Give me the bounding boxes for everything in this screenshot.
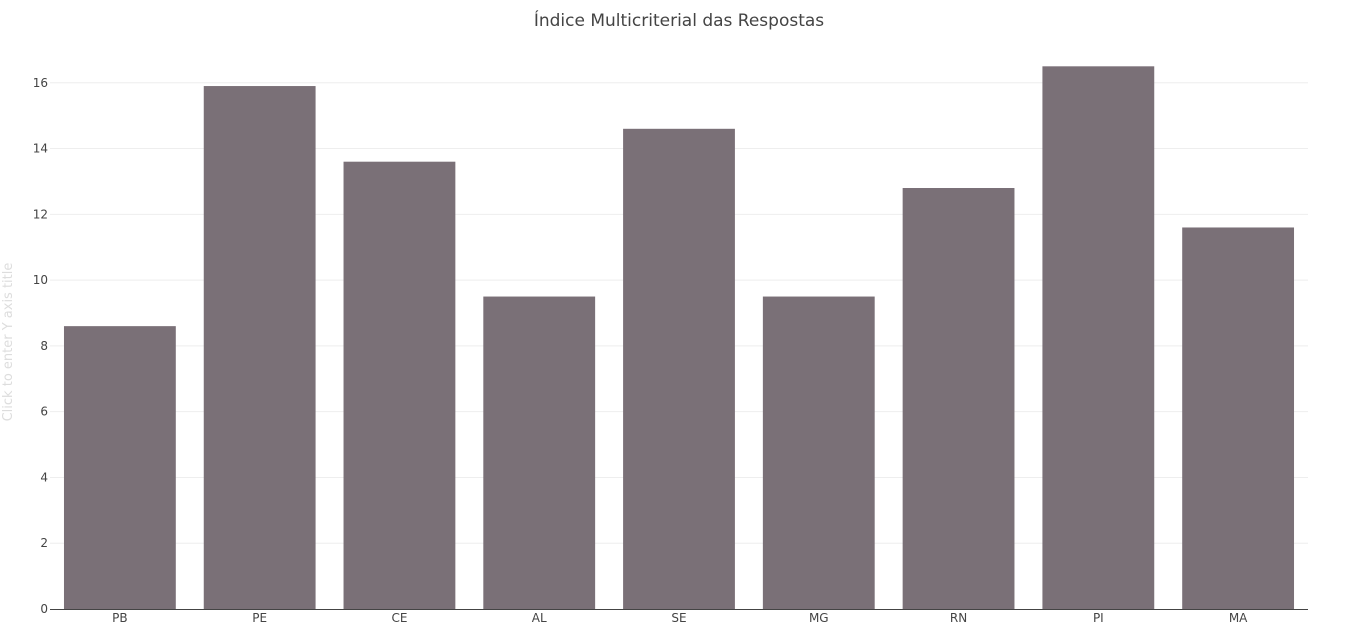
y-axis-ticks: 0 2 4 6 8 10 12 14 16: [33, 76, 48, 616]
y-tick-label: 16: [33, 76, 48, 90]
x-tick-label: MG: [809, 611, 829, 625]
y-tick-label: 0: [40, 602, 48, 616]
bar-pi[interactable]: [1042, 66, 1155, 610]
y-tick-label: 12: [33, 207, 48, 221]
y-tick-label: 4: [40, 470, 48, 484]
bar-pb[interactable]: [63, 326, 176, 609]
x-tick-label: PE: [252, 611, 267, 625]
bar-pe[interactable]: [203, 86, 316, 609]
bar-ma[interactable]: [1182, 227, 1295, 609]
y-tick-label: 14: [33, 142, 48, 156]
bar-al[interactable]: [483, 296, 596, 609]
bars: [63, 66, 1295, 610]
x-tick-label: SE: [671, 611, 686, 625]
bar-se[interactable]: [623, 128, 735, 609]
y-axis-title[interactable]: Click to enter Y axis title: [1, 263, 16, 422]
x-tick-label: RN: [950, 611, 967, 625]
bar-mg[interactable]: [762, 296, 875, 609]
x-tick-label: AL: [532, 611, 547, 625]
bar-ce[interactable]: [343, 161, 456, 609]
y-tick-label: 6: [40, 405, 48, 419]
y-tick-label: 10: [33, 273, 48, 287]
x-tick-label: MA: [1229, 611, 1248, 625]
x-tick-label: CE: [391, 611, 407, 625]
x-tick-label: PB: [112, 611, 127, 625]
bar-rn[interactable]: [902, 188, 1015, 609]
chart-title: Índice Multicriterial das Respostas: [534, 9, 824, 31]
y-tick-label: 8: [40, 339, 48, 353]
x-tick-label: PI: [1093, 611, 1104, 625]
y-tick-label: 2: [40, 536, 48, 550]
x-axis-ticks: PB PE CE AL SE MG RN PI MA: [112, 611, 1248, 625]
